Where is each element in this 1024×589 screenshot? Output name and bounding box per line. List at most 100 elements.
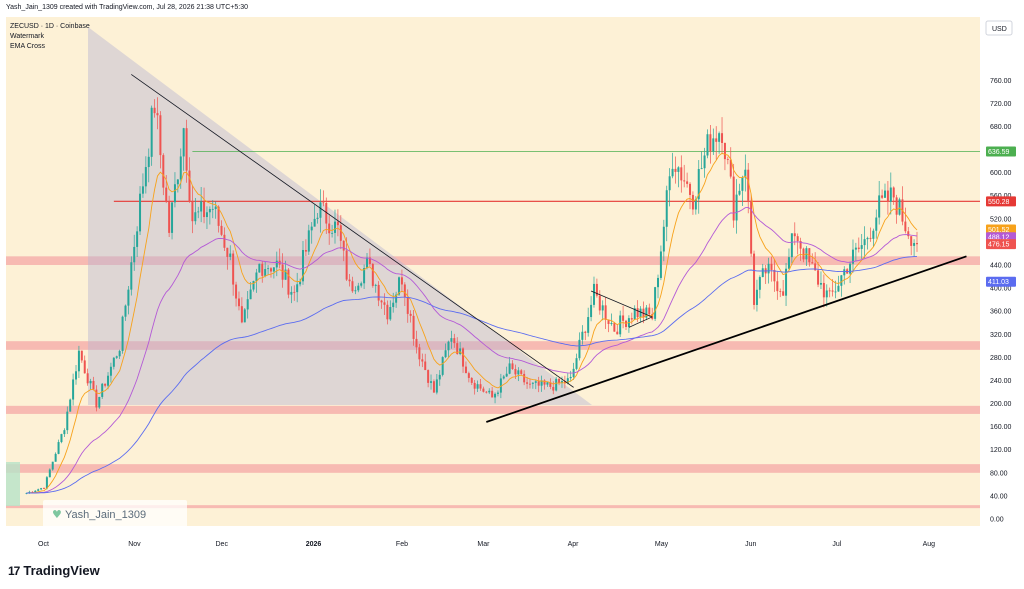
candle (95, 385, 98, 412)
candle-body (435, 379, 438, 393)
candle-body (744, 169, 747, 178)
candle (386, 300, 389, 325)
candle-body (269, 268, 272, 272)
currency-button[interactable]: USD (985, 20, 1013, 36)
candle (883, 183, 886, 198)
candle-body (854, 247, 857, 250)
candle (258, 263, 261, 273)
price-badge: 476.15 (986, 239, 1016, 250)
candle-body (514, 369, 517, 375)
candle-body (45, 477, 48, 489)
candle-body (296, 284, 299, 293)
candle-body (738, 190, 741, 195)
candle-body (584, 331, 587, 333)
candle-body (575, 358, 578, 369)
candle-body (537, 381, 540, 386)
x-tick-label: Nov (128, 541, 141, 548)
candle (892, 186, 895, 205)
candle-body (322, 202, 325, 204)
candle (738, 183, 741, 196)
candle-body (604, 305, 607, 320)
candle (109, 362, 112, 383)
candle (741, 175, 744, 206)
y-tick-label: 280.00 (990, 355, 1012, 362)
tradingview-footer[interactable]: 17 TradingView (8, 563, 100, 578)
chart-header-byline: Yash_Jain_1309 created with TradingView.… (6, 4, 248, 11)
candle (496, 390, 499, 397)
candle (575, 353, 578, 371)
y-tick-label: 240.00 (990, 378, 1012, 385)
candle (69, 398, 72, 412)
candle (354, 286, 357, 295)
candle (886, 180, 889, 215)
y-tick-label: 720.00 (990, 101, 1012, 108)
candle (150, 105, 153, 166)
candle-body (534, 381, 537, 383)
candle-body (165, 187, 168, 203)
candle-body (345, 250, 348, 280)
candle (415, 330, 418, 354)
candle-body (444, 350, 447, 358)
candle-body (438, 374, 441, 380)
candle-body (747, 169, 750, 201)
candle (732, 163, 735, 228)
candle-body (57, 442, 60, 454)
candle-body (281, 264, 284, 280)
candle (526, 376, 529, 389)
candle (703, 147, 706, 178)
candle-body (654, 287, 657, 319)
candle-body (432, 381, 435, 393)
candle-body (136, 231, 139, 247)
candle (531, 382, 534, 389)
y-tick-label: 160.00 (990, 424, 1012, 431)
candle (776, 271, 779, 300)
candle-body (904, 221, 907, 232)
candle (98, 396, 101, 409)
y-axis: 760.00720.00680.00640.00600.00560.00520.… (990, 78, 1012, 524)
candle-body (299, 281, 302, 285)
candle (176, 179, 179, 193)
x-tick-label: Mar (477, 541, 490, 548)
candle (325, 197, 328, 234)
candle-body (648, 307, 651, 315)
candle-body (304, 250, 307, 252)
candle-body (773, 269, 776, 282)
candle (267, 265, 270, 275)
candle-body (662, 226, 665, 252)
candle (63, 428, 66, 437)
candle (377, 281, 380, 307)
candle-body (403, 284, 406, 298)
candle (706, 129, 709, 159)
candle (243, 308, 246, 323)
candle-body (252, 280, 255, 290)
candle (45, 475, 48, 490)
candle-body (531, 382, 534, 384)
candle-body (130, 262, 133, 290)
candle (799, 237, 802, 261)
candle (546, 382, 549, 387)
candle-body (200, 201, 203, 212)
candle-body (101, 383, 104, 397)
candle-body (715, 138, 718, 142)
candle (444, 343, 447, 359)
candle-body (185, 128, 188, 171)
candle-body (316, 217, 319, 219)
candle (729, 147, 732, 179)
candle (232, 250, 235, 296)
candle-body (566, 378, 569, 384)
candle (421, 353, 424, 368)
candle (753, 250, 756, 310)
candle-body (424, 361, 427, 371)
candle-body (86, 373, 89, 384)
candle (872, 228, 875, 247)
candle (476, 380, 479, 393)
ema-slow-line (26, 255, 918, 494)
candle-body (645, 307, 648, 318)
trendlines[interactable] (131, 74, 967, 423)
candle-body (54, 453, 57, 462)
candle (467, 371, 470, 383)
candle-body (817, 270, 820, 285)
candle-body (639, 308, 642, 318)
